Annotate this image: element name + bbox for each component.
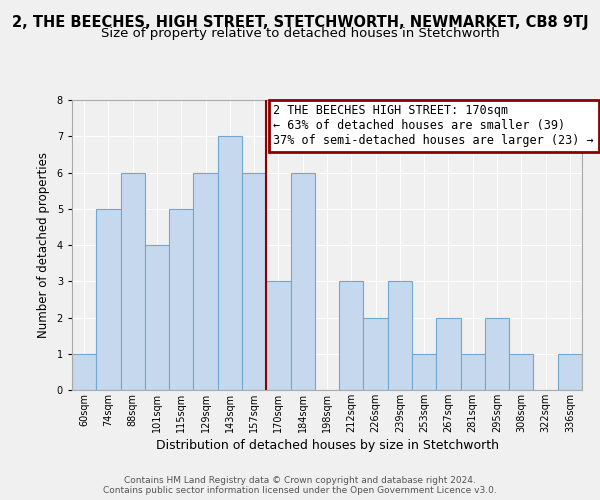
Bar <box>121 172 145 390</box>
Bar <box>96 209 121 390</box>
Text: Contains public sector information licensed under the Open Government Licence v3: Contains public sector information licen… <box>103 486 497 495</box>
Bar <box>412 354 436 390</box>
Bar <box>436 318 461 390</box>
Bar <box>145 245 169 390</box>
Bar <box>169 209 193 390</box>
Bar <box>72 354 96 390</box>
Bar <box>193 172 218 390</box>
Bar <box>364 318 388 390</box>
Bar <box>218 136 242 390</box>
Bar <box>485 318 509 390</box>
Text: Contains HM Land Registry data © Crown copyright and database right 2024.: Contains HM Land Registry data © Crown c… <box>124 476 476 485</box>
Bar <box>266 281 290 390</box>
Text: 2 THE BEECHES HIGH STREET: 170sqm
← 63% of detached houses are smaller (39)
37% : 2 THE BEECHES HIGH STREET: 170sqm ← 63% … <box>274 104 594 148</box>
Bar <box>388 281 412 390</box>
Bar <box>339 281 364 390</box>
Bar <box>290 172 315 390</box>
X-axis label: Distribution of detached houses by size in Stetchworth: Distribution of detached houses by size … <box>155 439 499 452</box>
Bar <box>558 354 582 390</box>
Text: 2, THE BEECHES, HIGH STREET, STETCHWORTH, NEWMARKET, CB8 9TJ: 2, THE BEECHES, HIGH STREET, STETCHWORTH… <box>11 15 589 30</box>
Y-axis label: Number of detached properties: Number of detached properties <box>37 152 50 338</box>
Bar <box>242 172 266 390</box>
Text: Size of property relative to detached houses in Stetchworth: Size of property relative to detached ho… <box>101 28 499 40</box>
Bar <box>509 354 533 390</box>
Bar <box>461 354 485 390</box>
